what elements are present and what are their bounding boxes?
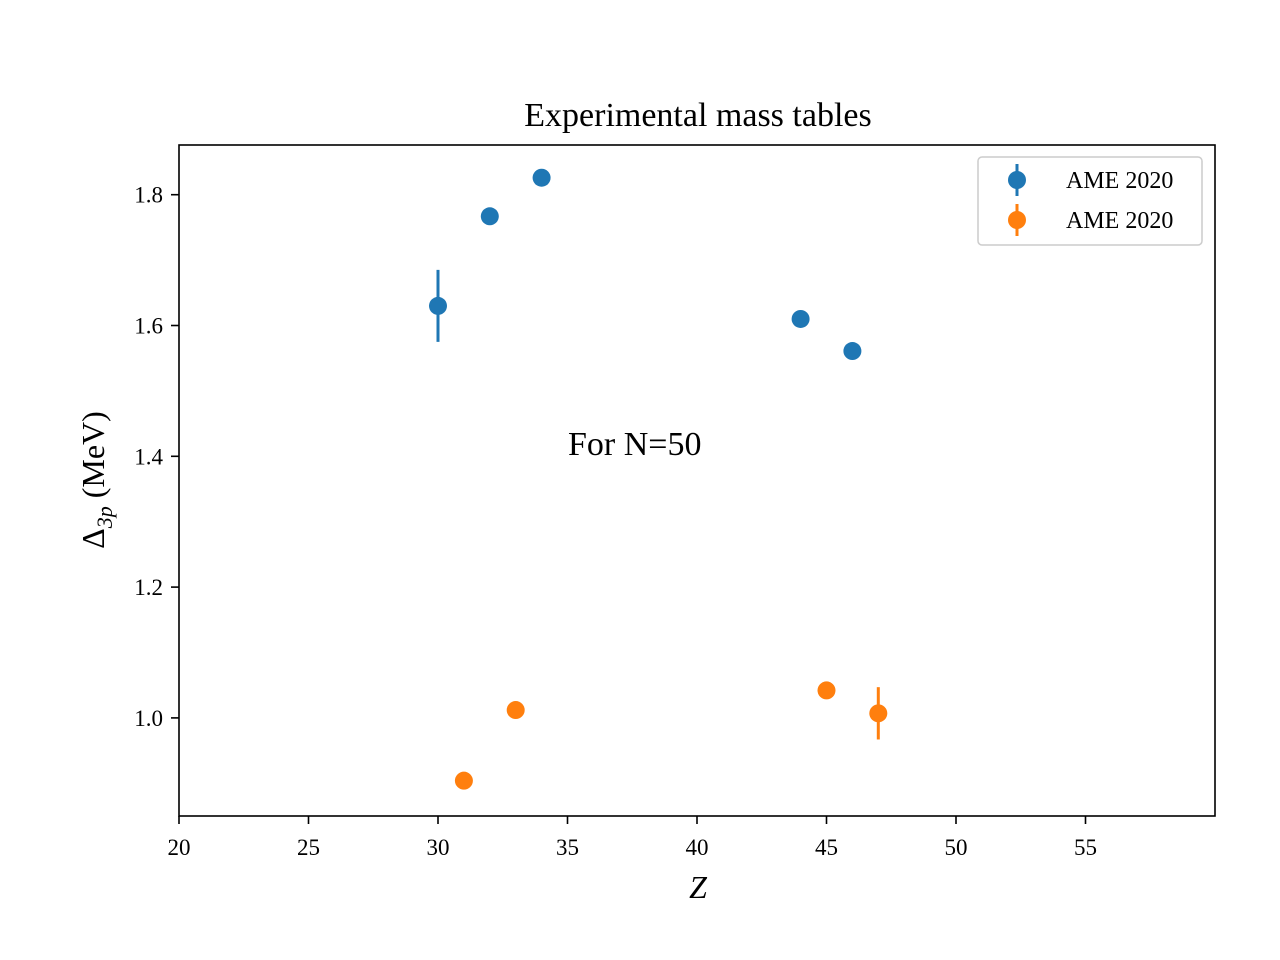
x-tick-label: 50 [945,835,968,860]
series-1 [429,168,862,361]
x-axis-label: Z [689,869,708,905]
data-point [869,704,888,723]
y-axis-label: Δ3p (MeV) [75,411,117,549]
legend-frame [977,156,1203,246]
data-point [454,771,473,790]
y-tick-label: 1.4 [134,444,163,469]
legend-marker [1008,211,1026,229]
y-tick-label: 1.8 [134,183,163,208]
y-tick-label: 1.2 [134,575,163,600]
x-tick-label: 30 [427,835,450,860]
y-axis-label-subscript: 3p [92,506,117,529]
legend-label: AME 2020 [1066,208,1173,234]
x-tick-label: 55 [1074,835,1097,860]
x-tick-label: 25 [297,835,320,860]
x-tick-label: 35 [556,835,579,860]
y-tick-label: 1.0 [134,706,163,731]
x-tick-label: 45 [815,835,838,860]
x-tick-label: 20 [168,835,191,860]
y-tick-label: 1.6 [134,314,163,339]
data-point [480,207,499,226]
data-point [532,168,551,187]
plot-area [429,168,888,790]
y-axis-label-symbol: Δ [75,528,111,549]
y-axis-label-unit: (MeV) [75,411,111,498]
annotation-text: For N=50 [568,426,701,463]
legend-label: AME 2020 [1066,168,1173,194]
data-point [817,681,836,700]
x-axis: 20 25 30 35 40 45 50 55 [168,816,1097,860]
data-point [843,342,862,361]
legend-marker [1008,171,1026,189]
x-tick-label: 40 [686,835,709,860]
data-point [506,701,525,720]
chart-title: Experimental mass tables [524,97,871,134]
series-2 [454,681,888,790]
data-point [429,296,447,315]
legend: AME 2020 AME 2020 [977,156,1203,246]
data-point [791,309,810,328]
y-axis: 1.0 1.2 1.4 1.6 1.8 [134,183,179,731]
